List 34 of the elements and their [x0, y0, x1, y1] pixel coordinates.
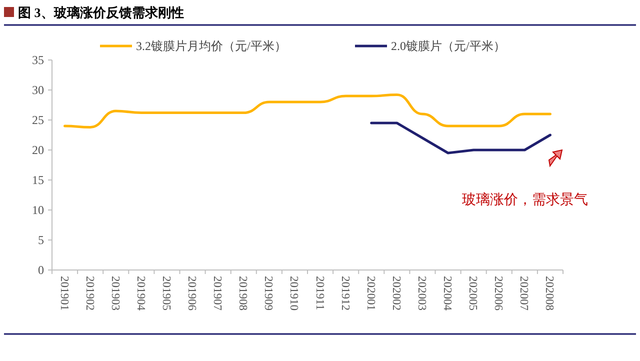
y-tick-label: 5	[38, 233, 44, 247]
x-tick-label: 201909	[262, 276, 274, 311]
legend-label: 2.0镀膜片（元/平米）	[391, 39, 506, 53]
x-tick-label: 201908	[236, 276, 249, 311]
x-tick-label: 201911	[313, 276, 326, 310]
x-tick-label: 202006	[492, 276, 504, 311]
line-series	[64, 94, 552, 128]
x-tick-label: 202008	[543, 276, 556, 311]
x-tick-label: 201904	[134, 276, 146, 311]
annotation: 玻璃涨价，需求景气	[462, 192, 588, 208]
y-tick-label: 20	[32, 143, 44, 157]
x-tick-label: 201903	[108, 276, 121, 311]
legend-label: 3.2镀膜片月均价（元/平米）	[136, 39, 286, 53]
x-tick-label: 201910	[288, 276, 300, 311]
x-tick-label: 202002	[390, 276, 402, 311]
line-series	[370, 122, 552, 154]
x-tick-label: 202005	[466, 276, 479, 311]
x-tick-label: 202001	[364, 276, 376, 311]
x-tick-label: 201906	[186, 276, 198, 311]
x-tick-label: 201912	[338, 276, 351, 311]
y-tick-label: 35	[32, 53, 44, 67]
y-tick-label: 0	[38, 263, 44, 277]
x-tick-label: 201905	[160, 276, 172, 311]
chart-title: 图 3、玻璃涨价反馈需求刚性	[18, 5, 184, 20]
x-tick-label: 202004	[441, 276, 454, 311]
x-tick-label: 202003	[415, 276, 428, 311]
y-tick-label: 15	[32, 173, 44, 187]
y-tick-label: 25	[32, 113, 44, 127]
y-tick-label: 10	[32, 203, 44, 217]
x-tick-label: 201901	[58, 276, 70, 311]
x-tick-label: 201902	[83, 276, 96, 311]
y-tick-label: 30	[32, 83, 44, 97]
x-tick-label: 201907	[211, 276, 224, 311]
x-tick-label: 202007	[518, 276, 530, 311]
